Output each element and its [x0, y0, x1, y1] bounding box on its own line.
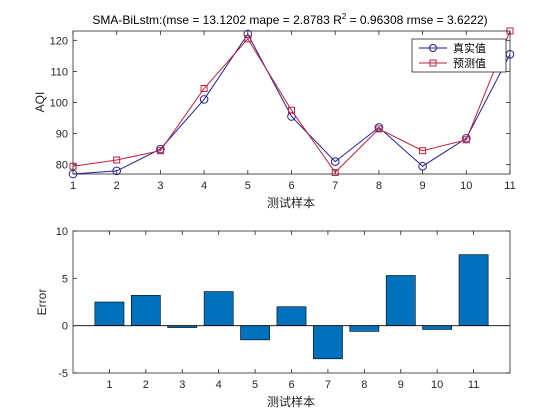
x-tick-label: 11 [468, 379, 479, 391]
legend-marker-circle-icon [429, 44, 437, 52]
bar-6 [276, 306, 307, 326]
x-tick-label: 5 [252, 379, 258, 391]
x-tick-label: 10 [460, 180, 472, 192]
chart-title: SMA-BiLstm:(mse = 13.1202 mape = 2.8783 … [92, 12, 487, 27]
series-line-predicted [72, 30, 511, 174]
x-tick-label: 6 [288, 180, 294, 192]
bar-10 [422, 325, 453, 330]
y-tick-label: 0 [62, 321, 68, 333]
bar-7 [313, 325, 343, 360]
x-tick-label: 7 [332, 180, 338, 192]
bar-4 [203, 291, 234, 326]
data-point-predicted [156, 147, 164, 155]
y-tick-label: 110 [50, 66, 68, 78]
bar-8 [349, 325, 380, 332]
x-tick-label: 7 [325, 379, 331, 391]
x-tick-label: 4 [201, 180, 207, 192]
series-line-actual [72, 33, 511, 175]
legend: 真实值 预测值 [411, 38, 507, 73]
data-point-actual [462, 133, 471, 143]
data-point-predicted [419, 147, 427, 155]
y-tick-label: 10 [56, 226, 68, 238]
x-tick-label: 10 [431, 379, 443, 391]
x-tick-label: 9 [398, 379, 404, 391]
data-point-actual [112, 166, 121, 176]
line-chart: SMA-BiLstm:(mse = 13.1202 mape = 2.8783 … [33, 12, 516, 210]
bar-11 [458, 254, 489, 326]
data-point-predicted [288, 106, 295, 114]
x-tick-label: 2 [143, 379, 149, 391]
data-point-predicted [200, 85, 208, 93]
x-tick-label: 2 [114, 180, 120, 192]
x-tick-label: 4 [216, 379, 222, 391]
bar-chart-xlabel: 测试样本 [267, 394, 315, 409]
bar-5 [240, 325, 270, 341]
title-tail: = 0.96308 rmse = 3.6222) [346, 13, 487, 27]
bar-chart-ylabel: Error [35, 289, 49, 316]
legend-box [411, 38, 507, 73]
bar-9 [385, 275, 416, 326]
data-point-actual [243, 29, 253, 39]
bar-chart: 1 2 3 4 5 6 7 8 9 10 11 -5 0 5 10 测试样本 Error [35, 226, 511, 409]
x-tick-label: 5 [245, 180, 251, 192]
legend-label-actual: 真实值 [453, 41, 486, 55]
data-point-actual [156, 144, 165, 154]
x-tick-label: 1 [106, 379, 112, 391]
y-tick-label: 80 [56, 160, 68, 172]
x-tick-label: 11 [504, 180, 515, 192]
y-tick-label: 90 [56, 129, 68, 141]
data-point-predicted [113, 156, 121, 164]
data-point-actual [374, 123, 384, 132]
x-tick-label: 9 [420, 180, 426, 192]
x-tick-label: 3 [157, 180, 163, 192]
x-tick-label: 3 [179, 379, 185, 391]
data-point-predicted [462, 136, 470, 144]
data-point-predicted [375, 125, 383, 133]
title-superscript: 2 [342, 12, 347, 21]
y-tick-label: 100 [50, 98, 68, 110]
legend-item-actual: 真实值 [419, 41, 486, 55]
line-chart-ylabel: AQI [33, 92, 47, 113]
x-tick-label: 6 [288, 379, 294, 391]
data-point-predicted [331, 168, 339, 176]
x-tick-label: 1 [70, 180, 76, 192]
legend-item-predicted: 预测值 [419, 57, 486, 70]
data-point-actual [199, 95, 209, 104]
bar-1 [94, 301, 125, 326]
legend-label-predicted: 预测值 [453, 57, 486, 70]
x-tick-label: 8 [361, 379, 367, 391]
bar-2 [130, 295, 161, 326]
title-main: SMA-BiLstm:(mse = 13.1202 mape = 2.8783 … [92, 13, 342, 27]
data-point-actual [330, 157, 340, 166]
data-point-predicted [244, 35, 252, 43]
line-chart-xlabel: 测试样本 [267, 195, 315, 210]
y-tick-label: 120 [50, 35, 68, 47]
y-tick-label: 5 [62, 273, 68, 285]
legend-marker-square-icon [429, 59, 437, 67]
x-tick-label: 8 [376, 180, 382, 192]
y-tick-label: -5 [58, 368, 68, 380]
